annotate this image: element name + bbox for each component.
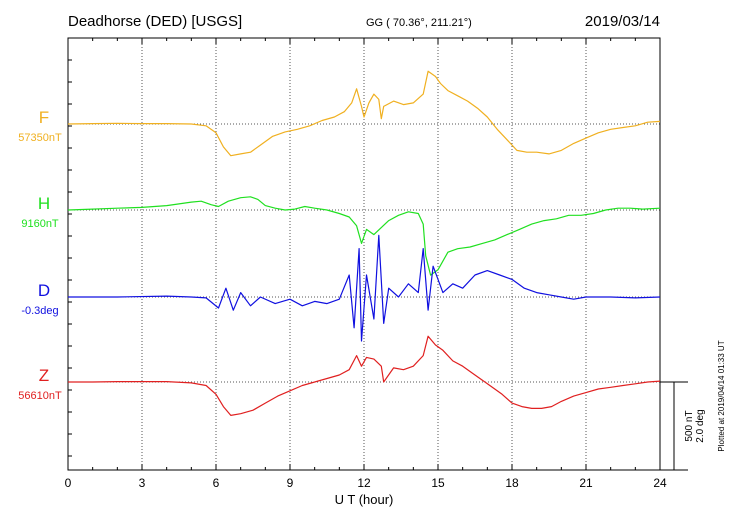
left-tick-marks [68, 59, 72, 457]
x-axis-label: U T (hour) [335, 492, 394, 507]
series-f-baseline-label: 57350nT [18, 132, 62, 144]
x-tick-label: 0 [65, 476, 72, 490]
series-f-name: F [39, 108, 49, 127]
series-d-name: D [38, 281, 50, 300]
x-tick-label: 3 [139, 476, 146, 490]
station-title: Deadhorse (DED) [USGS] [68, 13, 242, 30]
x-tick-label: 24 [653, 476, 667, 490]
series-h-name: H [38, 194, 50, 213]
scale-nt-label: 500 nT [684, 410, 695, 441]
x-tick-label: 12 [357, 476, 371, 490]
series-z-line [68, 335, 661, 416]
series-d-line [68, 234, 661, 342]
station-coordinates: GG ( 70.36°, 211.21°) [366, 17, 472, 29]
x-tick-label: 18 [505, 476, 519, 490]
series-h-line [67, 196, 661, 276]
plotted-timestamp: Plotted at 2019/04/14 01:33 UT [717, 340, 726, 451]
grid-lines [68, 38, 660, 470]
series-f-line [67, 70, 661, 157]
scale-deg-label: 2.0 deg [695, 409, 706, 442]
x-tick-label: 9 [287, 476, 294, 490]
x-tick-labels: 0 3 6 9 12 15 18 21 24 [65, 38, 667, 490]
series-d-baseline-label: -0.3deg [21, 305, 58, 317]
scale-bar: 500 nT 2.0 deg [660, 381, 706, 471]
series-z-name: Z [39, 366, 49, 385]
x-tick-label: 21 [579, 476, 593, 490]
series-group [67, 70, 661, 416]
x-tick-label: 6 [213, 476, 220, 490]
series-z-baseline-label: 56610nT [18, 390, 62, 402]
date-label: 2019/03/14 [585, 13, 660, 30]
series-labels: F 57350nT H 9160nT D -0.3deg Z 56610nT [18, 108, 62, 402]
series-h-baseline-label: 9160nT [21, 218, 59, 230]
x-tick-label: 15 [431, 476, 445, 490]
